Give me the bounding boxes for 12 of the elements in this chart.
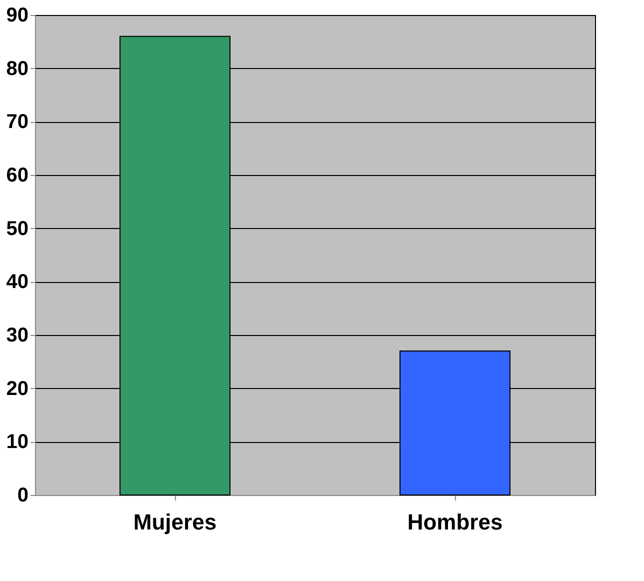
- y-tick-label: 50: [6, 218, 28, 240]
- y-tick-label: 80: [6, 58, 28, 80]
- y-tick-label: 10: [6, 431, 28, 454]
- y-tick-label: 70: [6, 111, 28, 134]
- y-tick-label: 40: [6, 271, 28, 294]
- y-tick-label: 30: [6, 324, 28, 346]
- y-tick-label: 90: [6, 4, 28, 26]
- y-tick-label: 0: [17, 484, 28, 506]
- x-tick-label: Hombres: [407, 510, 503, 534]
- y-tick-label: 20: [6, 378, 28, 400]
- x-tick-label: Mujeres: [133, 510, 217, 534]
- y-tick-label: 60: [6, 164, 28, 186]
